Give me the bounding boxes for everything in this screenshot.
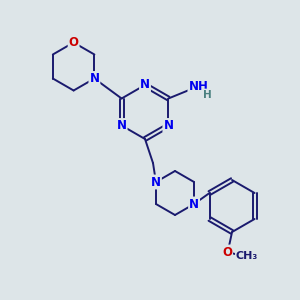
Text: N: N	[89, 72, 99, 85]
Text: O: O	[69, 36, 79, 49]
Text: N: N	[140, 79, 150, 92]
Text: H: H	[203, 89, 212, 100]
Text: CH₃: CH₃	[236, 251, 258, 261]
Text: N: N	[151, 176, 161, 188]
Text: N: N	[117, 119, 127, 132]
Text: NH: NH	[188, 80, 208, 93]
Text: O: O	[222, 245, 232, 259]
Text: N: N	[164, 119, 173, 132]
Text: N: N	[189, 197, 199, 211]
